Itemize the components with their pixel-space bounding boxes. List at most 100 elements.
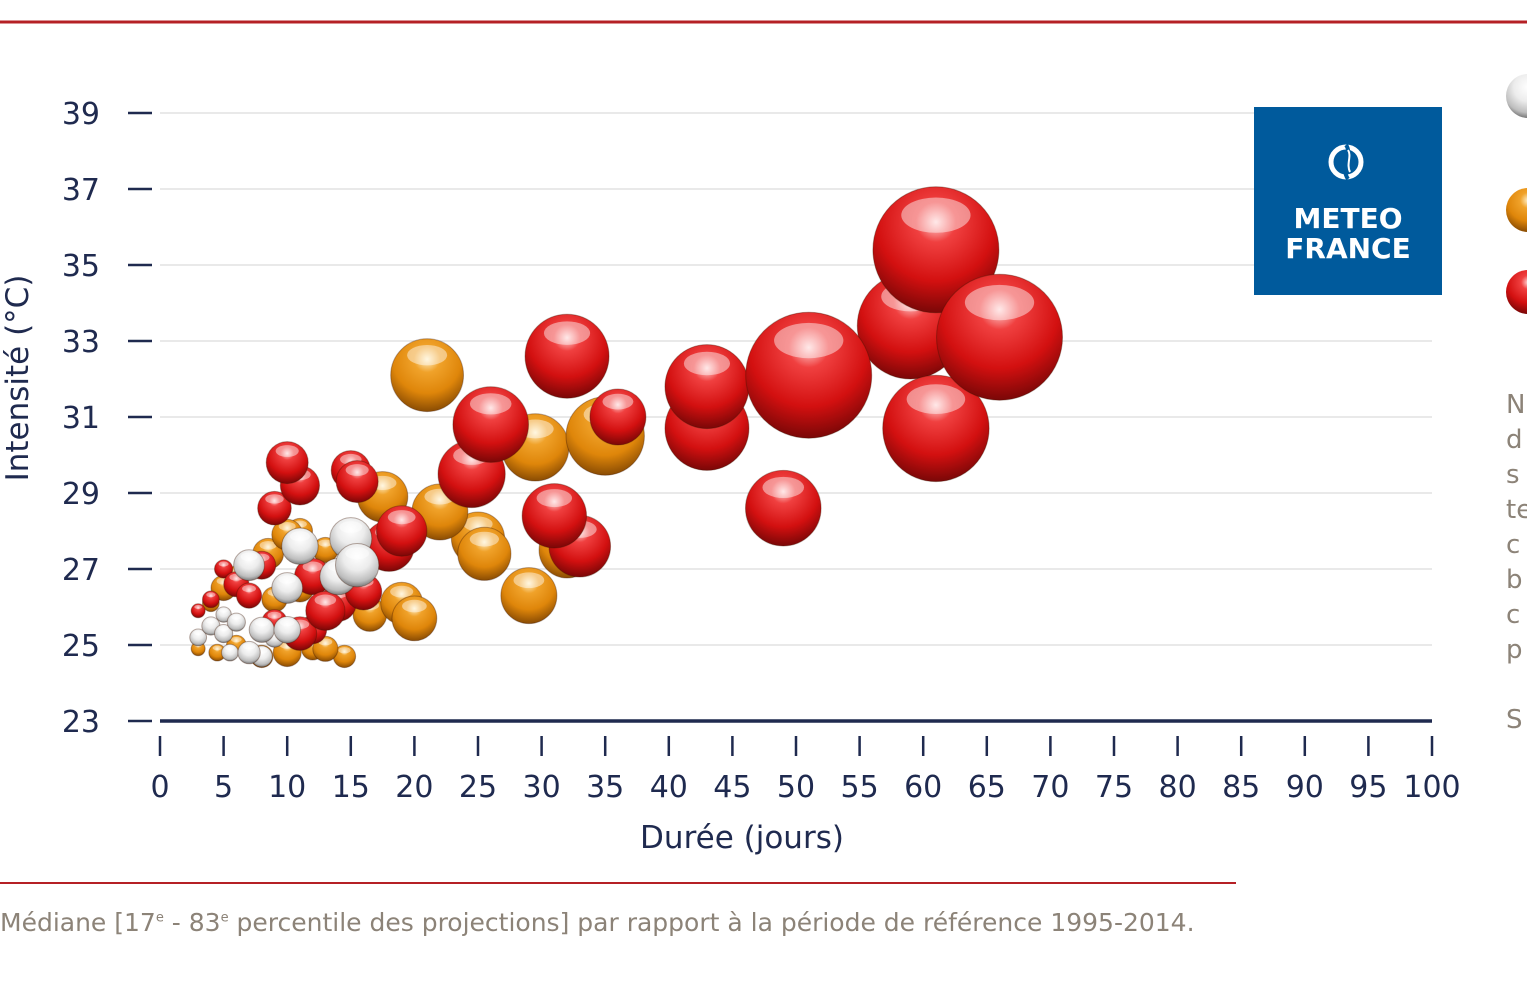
- x-tick-label: 10: [268, 770, 306, 805]
- bubble-highlight: [964, 284, 1035, 321]
- side-note-line: N: [1506, 390, 1525, 420]
- y-tick-label: 23: [62, 705, 100, 740]
- bubble-highlight: [338, 647, 351, 654]
- bubble: [335, 460, 379, 504]
- x-tick-label: 70: [1031, 770, 1069, 805]
- bubble-circle: [215, 606, 232, 623]
- bubble-highlight: [345, 547, 370, 560]
- bubble-highlight: [225, 645, 235, 651]
- bubble: [332, 644, 357, 669]
- bubble-circle: [390, 338, 465, 413]
- axes: 39 37 35 33 31 29 27 25 23 0 5 10 15 20 25 30 35 40 45 50 55…: [62, 97, 1461, 805]
- bubble-circle: [375, 505, 428, 557]
- bubble-circle: [257, 490, 292, 526]
- bubble-circle: [265, 441, 309, 485]
- bubble-circle: [237, 640, 261, 665]
- x-tick-label: 80: [1159, 770, 1197, 805]
- bubble-highlight: [231, 614, 242, 620]
- bubble: [872, 186, 1000, 314]
- bubble: [281, 527, 319, 565]
- x-tick-label: 95: [1349, 770, 1387, 805]
- x-tick-label: 5: [214, 770, 233, 805]
- bubble-circle: [214, 624, 234, 644]
- bubble-circle: [235, 582, 263, 609]
- bubble-circle: [936, 273, 1064, 401]
- bubble: [265, 441, 309, 485]
- x-tick-label: 65: [968, 770, 1006, 805]
- bubble: [190, 603, 206, 619]
- bubble-highlight: [267, 611, 282, 619]
- bubble: [457, 526, 512, 581]
- bubble: [524, 313, 610, 399]
- bubble: [375, 505, 428, 557]
- x-tick-label: 45: [713, 770, 751, 805]
- bubble-circle: [589, 388, 647, 446]
- bubble-highlight: [602, 393, 634, 410]
- legend-white-bubble: [1506, 74, 1527, 118]
- bubble-highlight: [302, 561, 323, 572]
- x-tick-label: 55: [841, 770, 879, 805]
- bubble: [257, 490, 292, 526]
- bubble-circle: [500, 567, 558, 625]
- bubble-circle: [233, 549, 265, 582]
- bubble-highlight: [218, 626, 229, 632]
- x-tick-label: 35: [586, 770, 624, 805]
- x-tick-label: 85: [1222, 770, 1260, 805]
- bubble-circle: [744, 469, 822, 547]
- bubble-highlight: [194, 604, 203, 609]
- bubble: [189, 628, 208, 647]
- bubble-highlight: [279, 618, 295, 627]
- bubble-circle: [524, 313, 610, 399]
- bubble: [664, 344, 750, 430]
- bubble-highlight: [318, 539, 333, 547]
- x-tick-label: 90: [1286, 770, 1324, 805]
- bubble: [226, 612, 246, 632]
- bubble-highlight: [230, 636, 242, 643]
- bubble-highlight: [242, 643, 256, 650]
- bubble-highlight: [345, 464, 369, 476]
- bubble-highlight: [339, 521, 363, 533]
- bubble: [744, 469, 822, 547]
- x-tick-label: 40: [650, 770, 688, 805]
- bubble-circle: [521, 483, 588, 549]
- bubble-highlight: [259, 541, 277, 550]
- bubble-circle: [391, 595, 438, 642]
- bubble-highlight: [278, 522, 296, 531]
- meteo-france-logo: METEO FRANCE: [1254, 107, 1442, 295]
- bubble-circle: [452, 386, 530, 463]
- bubble-circle: [281, 527, 319, 565]
- side-note-line: c: [1506, 530, 1520, 560]
- bubble: [271, 572, 304, 604]
- bubble-circle: [335, 460, 379, 504]
- bubble-highlight: [762, 476, 805, 498]
- bubble-circle: [189, 628, 208, 647]
- bubble: [248, 616, 275, 643]
- bubble: [500, 567, 558, 625]
- bubble-circle: [273, 616, 302, 644]
- logo-line-2: FRANCE: [1285, 232, 1411, 265]
- bubble-highlight: [407, 344, 448, 366]
- bubble: [293, 557, 332, 596]
- y-tick-label: 31: [62, 401, 100, 436]
- footnote: Médiane [17e - 83e percentile des projec…: [0, 908, 1195, 937]
- bubble-highlight: [469, 393, 512, 415]
- x-tick-label: 30: [523, 770, 561, 805]
- bubble-circle: [271, 572, 304, 604]
- bubble-circle: [872, 186, 1000, 314]
- side-note-line: p: [1506, 635, 1523, 665]
- side-note-line: te: [1506, 495, 1527, 525]
- bubble-circle: [312, 635, 339, 662]
- side-note-line: d: [1506, 425, 1523, 455]
- bubble-highlight: [278, 575, 296, 584]
- y-tick-label: 35: [62, 249, 100, 284]
- bubble-highlight: [314, 594, 337, 606]
- y-tick-label: 25: [62, 629, 100, 664]
- bubble: [235, 582, 263, 609]
- bubble-highlight: [906, 384, 966, 415]
- x-tick-label: 100: [1403, 770, 1460, 805]
- meteo-france-emblem-icon: [1328, 143, 1364, 181]
- bubble: [521, 483, 588, 549]
- bubble: [390, 338, 465, 413]
- bubble-highlight: [289, 531, 310, 542]
